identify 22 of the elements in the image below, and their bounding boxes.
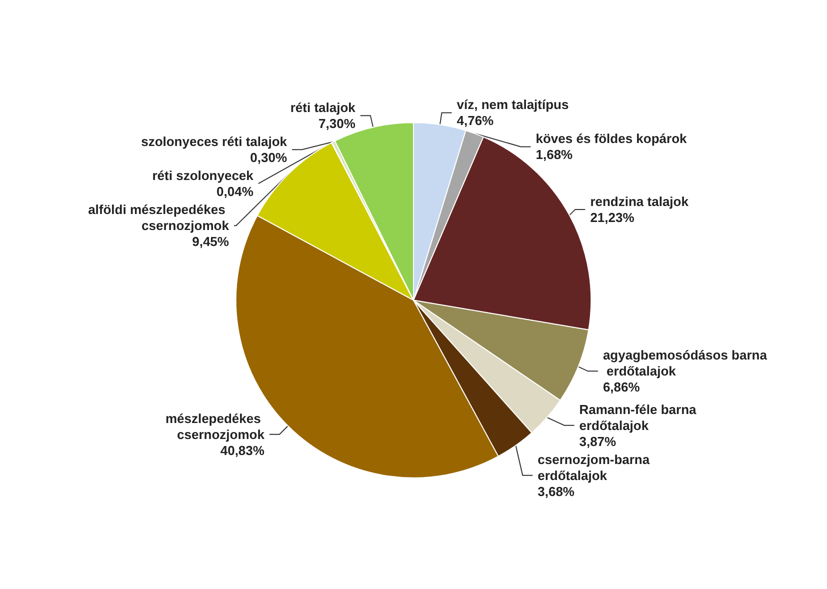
- data-label: 40,83%: [220, 442, 265, 458]
- slice-label: alföldi mészlepedékes csernozjomok: [88, 202, 230, 234]
- slice-label: rendzina talajok: [590, 194, 690, 209]
- slice-label: réti talajok: [290, 100, 356, 116]
- data-label: 4,76%: [456, 113, 494, 128]
- slice-label: víz, nem talajtípus: [456, 97, 569, 112]
- data-label: 6,86%: [602, 380, 640, 395]
- data-label: 3,68%: [538, 484, 575, 499]
- data-label: 1,68%: [536, 147, 574, 162]
- data-label: 9,45%: [192, 234, 230, 250]
- slice-label: réti szolonyecek: [152, 168, 254, 184]
- slice-label: köves és földes kopárok: [536, 131, 688, 146]
- slice-label: csernozjom-barna erdőtalajok: [538, 452, 654, 483]
- data-label: 0,04%: [216, 184, 254, 200]
- slice-label: szolonyeces réti talajok: [141, 134, 288, 150]
- slice-label: agyagbemosódásos barna erdőtalajok: [602, 348, 768, 379]
- data-label: 0,30%: [250, 150, 288, 166]
- slice-label: Ramann-féle barna erdőtalajok: [579, 402, 700, 433]
- data-label: 3,87%: [579, 434, 617, 449]
- slice-label: mészlepedékes csernozjomok: [165, 410, 266, 442]
- data-label: 21,23%: [590, 210, 635, 225]
- data-label: 7,30%: [318, 116, 356, 132]
